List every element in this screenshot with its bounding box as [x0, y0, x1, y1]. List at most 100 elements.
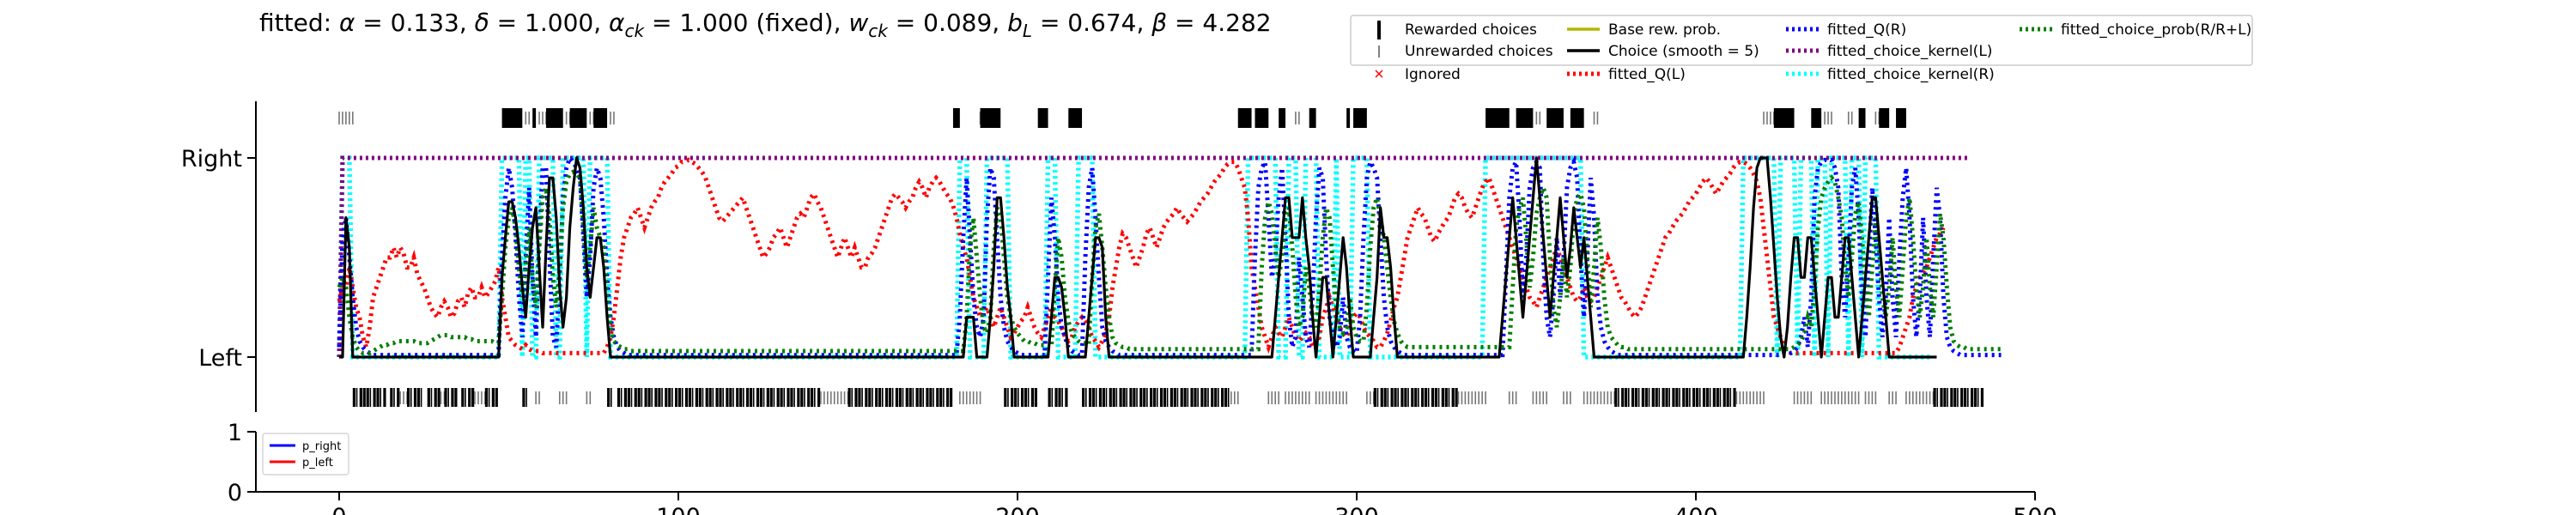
- rewarded-left-mark: [1702, 388, 1706, 407]
- rewarded-right-mark: [1279, 108, 1286, 128]
- main-axes: Left Right: [181, 101, 257, 412]
- rewarded-left-raster: [352, 388, 1984, 407]
- rewarded-left-mark: [1950, 388, 1953, 407]
- rewarded-left-mark: [698, 388, 702, 407]
- rewarded-left-mark: [882, 388, 884, 407]
- rewarded-left-mark: [715, 388, 719, 407]
- rewarded-left-mark: [861, 388, 863, 407]
- legend-label: fitted_Q(R): [1827, 21, 1906, 39]
- rewarded-left-mark: [617, 388, 621, 407]
- chart-title: fitted: α = 0.133, δ = 1.000, αck = 1.00…: [259, 9, 1272, 41]
- rewarded-left-mark: [769, 388, 773, 407]
- rewarded-left-mark: [1143, 388, 1146, 407]
- rewarded-left-mark: [1139, 388, 1143, 407]
- rewarded-right-mark: [1255, 108, 1269, 128]
- rewarded-left-mark: [766, 388, 769, 407]
- rewarded-left-mark: [1153, 388, 1157, 407]
- rewarded-right-mark: [952, 108, 960, 128]
- rewarded-left-mark: [736, 388, 739, 407]
- rewarded-right-mark: [569, 108, 587, 128]
- rewarded-left-mark: [352, 388, 355, 407]
- lower-y-tick-label: 0: [228, 480, 242, 506]
- rewarded-left-mark: [1383, 388, 1387, 407]
- rewarded-left-mark: [1150, 388, 1153, 407]
- rewarded-left-mark: [1218, 388, 1219, 407]
- rewarded-left-mark: [359, 388, 362, 407]
- rewarded-left-mark: [373, 388, 376, 407]
- rewarded-left-mark: [1030, 388, 1034, 407]
- rewarded-left-mark: [1136, 388, 1138, 407]
- rewarded-left-mark: [1964, 388, 1967, 407]
- rewarded-left-mark: [1960, 388, 1964, 407]
- rewarded-left-mark: [355, 388, 358, 407]
- rewarded-left-mark: [1173, 388, 1176, 407]
- x-tick-label: 500: [2013, 504, 2057, 515]
- rewarded-left-mark: [1227, 388, 1230, 407]
- rewarded-left-mark: [1221, 388, 1224, 407]
- rewarded-right-mark: [1896, 108, 1906, 128]
- rewarded-left-mark: [814, 388, 816, 407]
- rewarded-left-mark: [1658, 388, 1661, 407]
- rewarded-left-mark: [1651, 388, 1655, 407]
- rewarded-left-mark: [1427, 388, 1430, 407]
- rewarded-left-mark: [454, 388, 458, 407]
- title-param-symbol: β: [1151, 9, 1167, 37]
- x-tick-label: 0: [331, 504, 346, 515]
- rewarded-left-mark: [416, 388, 421, 407]
- rewarded-left-mark: [933, 388, 934, 407]
- rewarded-left-mark: [1421, 388, 1425, 407]
- main-y-tick-label: Right: [181, 146, 242, 173]
- rewarded-left-mark: [495, 388, 498, 407]
- rewarded-left-mark: [1065, 388, 1068, 407]
- rewarded-left-mark: [630, 388, 633, 407]
- rewarded-left-mark: [390, 388, 393, 407]
- rewarded-left-mark: [362, 388, 366, 407]
- rewarded-left-mark: [671, 388, 673, 407]
- rewarded-left-mark: [681, 388, 683, 407]
- rewarded-left-mark: [946, 388, 950, 407]
- rewarded-left-mark: [465, 388, 466, 407]
- rewarded-left-mark: [1648, 388, 1650, 407]
- title-param-symbol: b: [1007, 9, 1023, 37]
- title-param-value: = 1.000 (fixed),: [644, 9, 848, 37]
- rewarded-right-mark: [1068, 108, 1083, 128]
- rewarded-left-mark: [708, 388, 712, 407]
- rewarded-left-mark: [929, 388, 933, 407]
- rewarded-left-mark: [1007, 388, 1009, 407]
- rewarded-right-mark: [1485, 108, 1510, 128]
- rewarded-left-mark: [1197, 388, 1199, 407]
- rewarded-right-mark: [1811, 108, 1822, 128]
- rewarded-left-mark: [1122, 388, 1126, 407]
- series-fitted-q-l-: [337, 157, 1946, 355]
- rewarded-right-mark: [1570, 108, 1584, 128]
- rewarded-left-mark: [1451, 388, 1455, 407]
- rewarded-right-raster: [338, 108, 1906, 128]
- lower-legend-frame: [262, 433, 349, 476]
- rewarded-left-mark: [427, 388, 430, 407]
- rewarded-right-mark: [1879, 108, 1890, 128]
- rewarded-left-mark: [1980, 388, 1984, 407]
- rewarded-left-mark: [634, 388, 637, 407]
- rewarded-left-mark: [1698, 388, 1701, 407]
- rewarded-left-mark: [936, 388, 939, 407]
- rewarded-left-mark: [891, 388, 894, 407]
- title-param-value: = 1.000,: [489, 9, 609, 37]
- rewarded-left-mark: [851, 388, 854, 407]
- rewarded-left-mark: [1211, 388, 1214, 407]
- rewarded-left-mark: [702, 388, 704, 407]
- rewarded-left-mark: [1668, 388, 1670, 407]
- rewarded-left-mark: [1411, 388, 1414, 407]
- rewarded-left-mark: [1024, 388, 1028, 407]
- rewarded-left-mark: [678, 388, 682, 407]
- rewarded-left-mark: [1675, 388, 1679, 407]
- rewarded-left-mark: [1058, 388, 1061, 407]
- rewarded-left-mark: [668, 388, 671, 407]
- rewarded-left-mark: [665, 388, 668, 407]
- rewarded-left-mark: [1682, 388, 1686, 407]
- rewarded-left-mark: [1943, 388, 1947, 407]
- rewarded-left-mark: [1085, 388, 1087, 407]
- legend-label: Ignored: [1405, 66, 1461, 83]
- legend-label: fitted_Q(L): [1608, 66, 1686, 83]
- title-prefix: fitted:: [259, 9, 339, 37]
- rewarded-left-mark: [868, 388, 872, 407]
